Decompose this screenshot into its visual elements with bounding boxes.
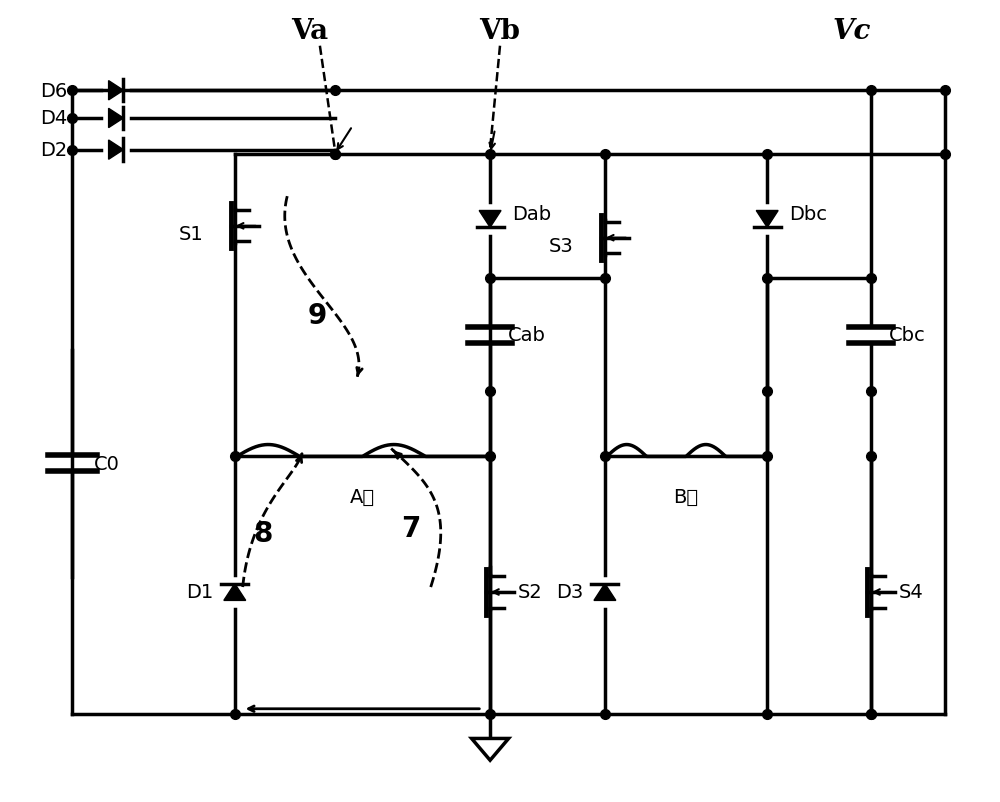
- Polygon shape: [594, 584, 616, 601]
- Text: D1: D1: [186, 583, 213, 602]
- Text: 9: 9: [307, 302, 327, 330]
- Text: D2: D2: [40, 141, 67, 160]
- Text: Dbc: Dbc: [789, 205, 827, 225]
- Polygon shape: [479, 211, 501, 228]
- Polygon shape: [109, 82, 123, 101]
- Polygon shape: [109, 141, 123, 160]
- Text: D6: D6: [40, 82, 67, 100]
- Text: Vb: Vb: [480, 18, 520, 46]
- Text: C0: C0: [94, 454, 120, 473]
- Text: Va: Va: [291, 18, 329, 46]
- Text: Cbc: Cbc: [889, 326, 926, 345]
- Text: S4: S4: [899, 583, 924, 602]
- Text: 7: 7: [401, 514, 421, 542]
- Text: A相: A相: [350, 487, 375, 506]
- Text: B相: B相: [673, 487, 699, 506]
- Text: 8: 8: [253, 519, 272, 547]
- Text: Dab: Dab: [512, 205, 551, 225]
- Text: D3: D3: [556, 583, 583, 602]
- Polygon shape: [472, 739, 509, 760]
- Text: Vc: Vc: [832, 18, 871, 46]
- Text: S3: S3: [548, 237, 573, 256]
- Polygon shape: [756, 211, 778, 228]
- Text: Cab: Cab: [508, 326, 546, 345]
- Polygon shape: [224, 584, 246, 601]
- Text: S1: S1: [178, 225, 203, 244]
- Text: D4: D4: [40, 109, 67, 128]
- Text: S2: S2: [518, 583, 543, 602]
- Polygon shape: [109, 109, 123, 128]
